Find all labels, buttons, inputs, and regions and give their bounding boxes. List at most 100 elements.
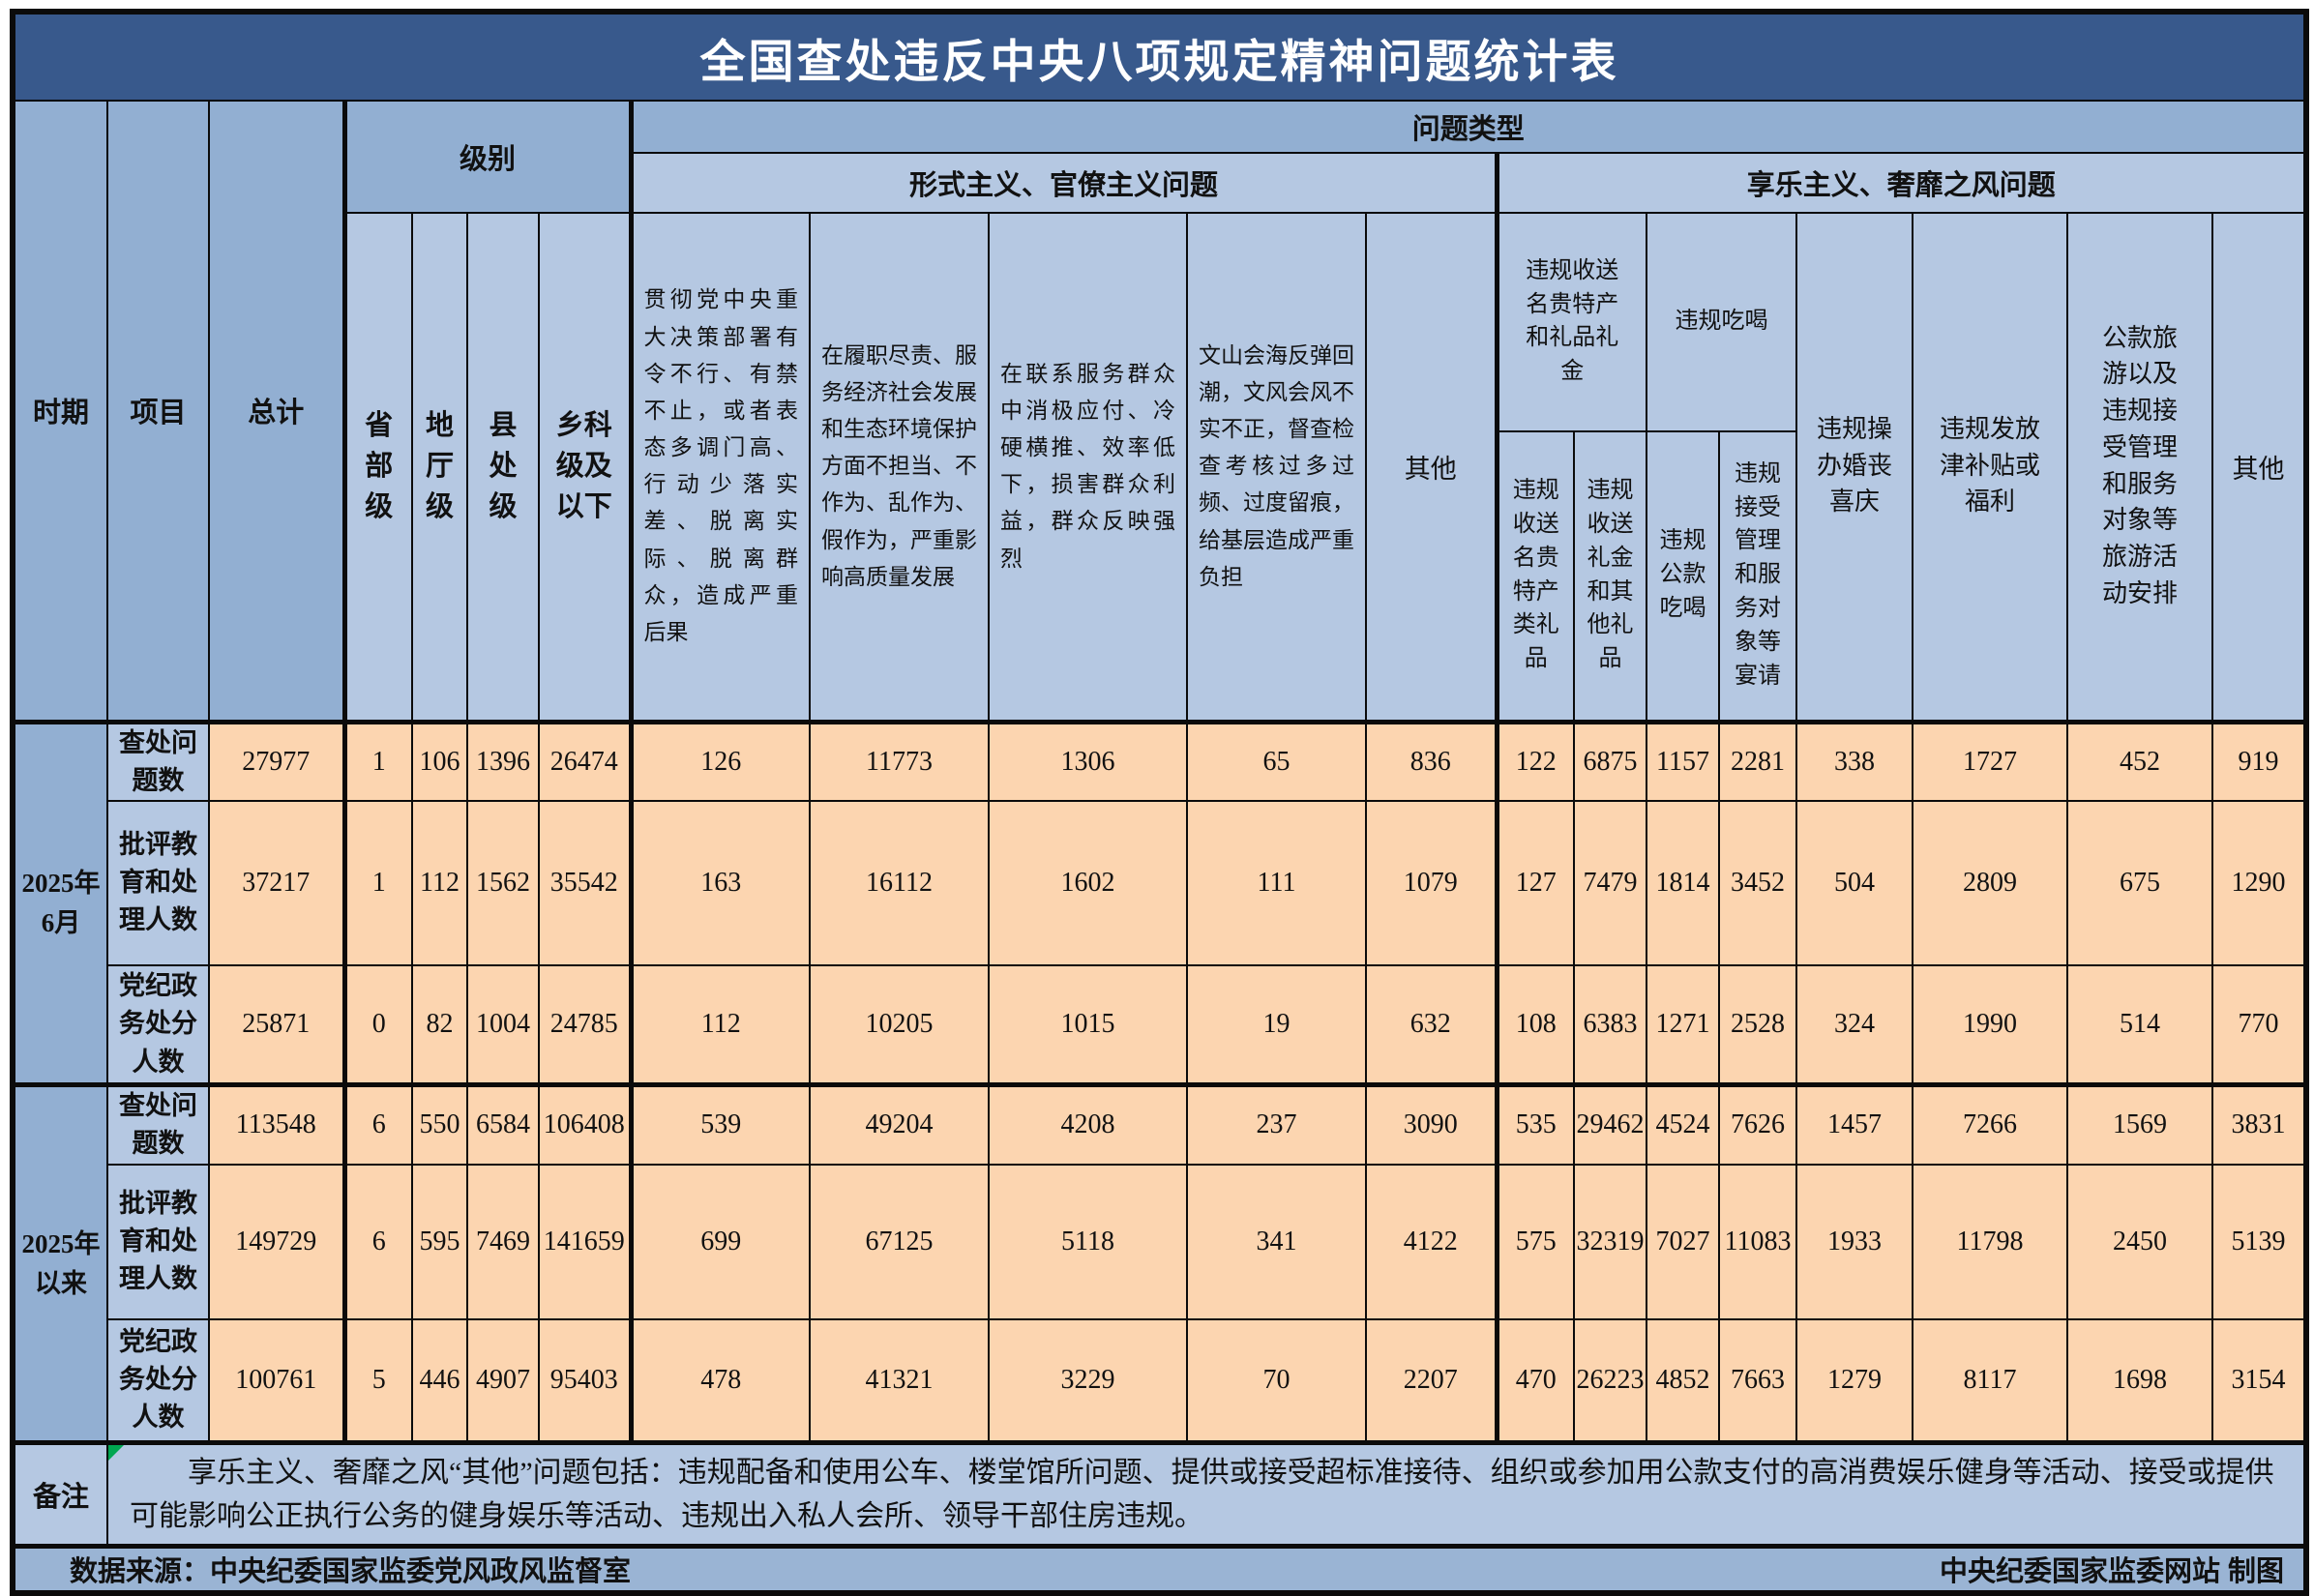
row-label: 批评教育和处理人数 bbox=[106, 1163, 210, 1320]
data-cell: 3831 bbox=[2210, 1082, 2308, 1166]
row-label: 批评教育和处理人数 bbox=[106, 799, 210, 966]
data-cell: 2809 bbox=[1912, 799, 2068, 966]
col-header-total: 总计 bbox=[208, 100, 347, 723]
data-cell: 675 bbox=[2066, 799, 2213, 966]
data-cell: 1 bbox=[343, 719, 413, 802]
data-cell: 1814 bbox=[1646, 799, 1720, 966]
data-cell: 575 bbox=[1496, 1163, 1575, 1320]
data-cell: 3229 bbox=[988, 1317, 1188, 1444]
data-cell: 770 bbox=[2210, 963, 2308, 1086]
col-header-item: 项目 bbox=[106, 100, 210, 723]
data-cell: 1602 bbox=[988, 799, 1188, 966]
data-cell: 632 bbox=[1365, 963, 1499, 1086]
data-cell: 26223 bbox=[1573, 1317, 1647, 1444]
data-cell: 111 bbox=[1186, 799, 1367, 966]
data-cell: 141659 bbox=[538, 1163, 634, 1320]
stats-table: 全国查处违反中央八项规定精神问题统计表 时期 项目 总计 级别 问题类型 形式主… bbox=[10, 9, 2310, 1596]
col-group-level: 级别 bbox=[343, 100, 634, 214]
data-cell: 3452 bbox=[1718, 799, 1797, 966]
col-header-hedonism-other: 其他 bbox=[2210, 212, 2308, 723]
row-label: 党纪政务处分人数 bbox=[106, 963, 210, 1086]
remark-label: 备注 bbox=[12, 1440, 108, 1548]
page-title: 全国查处违反中央八项规定精神问题统计表 bbox=[11, 11, 2308, 102]
table-row: 党纪政务处分人数 25871 0 82 1004 24785 112 10205 1015 19 6… bbox=[13, 963, 2308, 1086]
data-cell: 446 bbox=[411, 1317, 468, 1444]
data-cell: 6875 bbox=[1573, 719, 1647, 802]
data-cell: 1569 bbox=[2066, 1082, 2213, 1166]
data-cell: 6 bbox=[343, 1082, 413, 1166]
data-cell: 70 bbox=[1186, 1317, 1367, 1444]
data-cell: 1457 bbox=[1795, 1082, 1914, 1166]
data-cell: 1079 bbox=[1365, 799, 1499, 966]
data-cell: 35542 bbox=[538, 799, 634, 966]
header-row-3: 省部级 地厅级 县处级 乡科级及以下 贯彻党中央重大决策部署有令不行、有禁不止，… bbox=[13, 212, 2308, 723]
col-header-level-county: 县处级 bbox=[466, 212, 540, 723]
table-row: 批评教育和处理人数 149729 6 595 7469 141659 699 67125 511… bbox=[13, 1163, 2308, 1320]
table-header: 全国查处违反中央八项规定精神问题统计表 时期 项目 总计 级别 问题类型 形式主… bbox=[11, 11, 2308, 723]
data-cell: 25871 bbox=[208, 963, 347, 1086]
data-cell: 699 bbox=[630, 1163, 811, 1320]
data-cell: 2207 bbox=[1365, 1317, 1499, 1444]
data-cell: 237 bbox=[1186, 1082, 1367, 1166]
data-cell: 5139 bbox=[2210, 1163, 2308, 1320]
data-cell: 2281 bbox=[1718, 719, 1797, 802]
data-cell: 1727 bbox=[1912, 719, 2068, 802]
col-header-formalism-other: 其他 bbox=[1365, 212, 1499, 723]
data-cell: 4524 bbox=[1646, 1082, 1720, 1166]
data-cell: 11798 bbox=[1912, 1163, 2068, 1320]
col-group-problem-type: 问题类型 bbox=[629, 100, 2308, 154]
data-cell: 27977 bbox=[208, 719, 347, 802]
table-row: 批评教育和处理人数 37217 1 112 1562 35542 163 16112 1602 1… bbox=[13, 799, 2308, 966]
data-cell: 41321 bbox=[809, 1317, 990, 1444]
data-cell: 32319 bbox=[1573, 1163, 1647, 1320]
col-group-hedonism: 享乐主义、奢靡之风问题 bbox=[1495, 152, 2308, 214]
col-header-level-province: 省部级 bbox=[343, 212, 413, 723]
data-cell: 4122 bbox=[1365, 1163, 1499, 1320]
data-cell: 127 bbox=[1496, 799, 1575, 966]
data-cell: 37217 bbox=[208, 799, 347, 966]
data-cell: 514 bbox=[2066, 963, 2213, 1086]
row-label: 查处问题数 bbox=[106, 719, 210, 802]
data-cell: 2450 bbox=[2066, 1163, 2213, 1320]
col-header-weddings-funerals: 违规操办婚丧喜庆 bbox=[1795, 212, 1914, 723]
data-cell: 6584 bbox=[466, 1082, 540, 1166]
period-cell: 2025年6月 bbox=[12, 719, 108, 1086]
data-cell: 595 bbox=[411, 1163, 468, 1320]
data-cell: 100761 bbox=[208, 1317, 347, 1444]
data-cell: 126 bbox=[630, 719, 811, 802]
data-cell: 338 bbox=[1795, 719, 1914, 802]
data-cell: 19 bbox=[1186, 963, 1367, 1086]
data-cell: 539 bbox=[630, 1082, 811, 1166]
col-header-formalism-3: 在联系服务群众中消极应付、冷硬横推、效率低下，损害群众利益，群众反映强烈 bbox=[988, 212, 1188, 723]
data-cell: 106408 bbox=[538, 1082, 634, 1166]
credit-label: 中央纪委国家监委网站 制图 bbox=[1940, 1556, 2285, 1588]
table-row: 2025年6月 查处问题数 27977 1 106 1396 26474 126 11773 13… bbox=[12, 719, 2308, 1086]
data-cell: 11773 bbox=[809, 719, 990, 802]
data-cell: 10205 bbox=[809, 963, 990, 1086]
data-cell: 2528 bbox=[1718, 963, 1797, 1086]
data-cell: 1015 bbox=[988, 963, 1188, 1086]
data-cell: 0 bbox=[343, 963, 413, 1086]
data-cell: 29462 bbox=[1573, 1082, 1647, 1166]
data-cell: 535 bbox=[1496, 1082, 1575, 1166]
data-cell: 7663 bbox=[1718, 1317, 1797, 1444]
data-cell: 1279 bbox=[1795, 1317, 1914, 1444]
data-cell: 95403 bbox=[538, 1317, 634, 1444]
data-cell: 82 bbox=[411, 963, 468, 1086]
data-cell: 4208 bbox=[988, 1082, 1188, 1166]
data-cell: 1271 bbox=[1646, 963, 1720, 1086]
data-cell: 1290 bbox=[2210, 799, 2308, 966]
data-cell: 112 bbox=[630, 963, 811, 1086]
table-footer: 备注 享乐主义、奢靡之风“其他”问题包括：违规配备和使用公车、楼堂馆所问题、提供… bbox=[11, 1440, 2308, 1594]
data-cell: 6383 bbox=[1573, 963, 1647, 1086]
col-header-dining-banquets: 违规接受管理和服务对象等宴请 bbox=[1718, 430, 1797, 723]
data-cell: 1004 bbox=[466, 963, 540, 1086]
data-cell: 1933 bbox=[1795, 1163, 1914, 1320]
col-header-allowances: 违规发放津补贴或福利 bbox=[1912, 212, 2068, 723]
data-cell: 108 bbox=[1496, 963, 1575, 1086]
footer-bar: 数据来源：中央纪委国家监委党风政风监督室 中央纪委国家监委网站 制图 bbox=[11, 1544, 2308, 1594]
data-cell: 4907 bbox=[466, 1317, 540, 1444]
data-cell: 550 bbox=[411, 1082, 468, 1166]
data-cell: 7469 bbox=[466, 1163, 540, 1320]
col-header-period: 时期 bbox=[12, 100, 108, 723]
